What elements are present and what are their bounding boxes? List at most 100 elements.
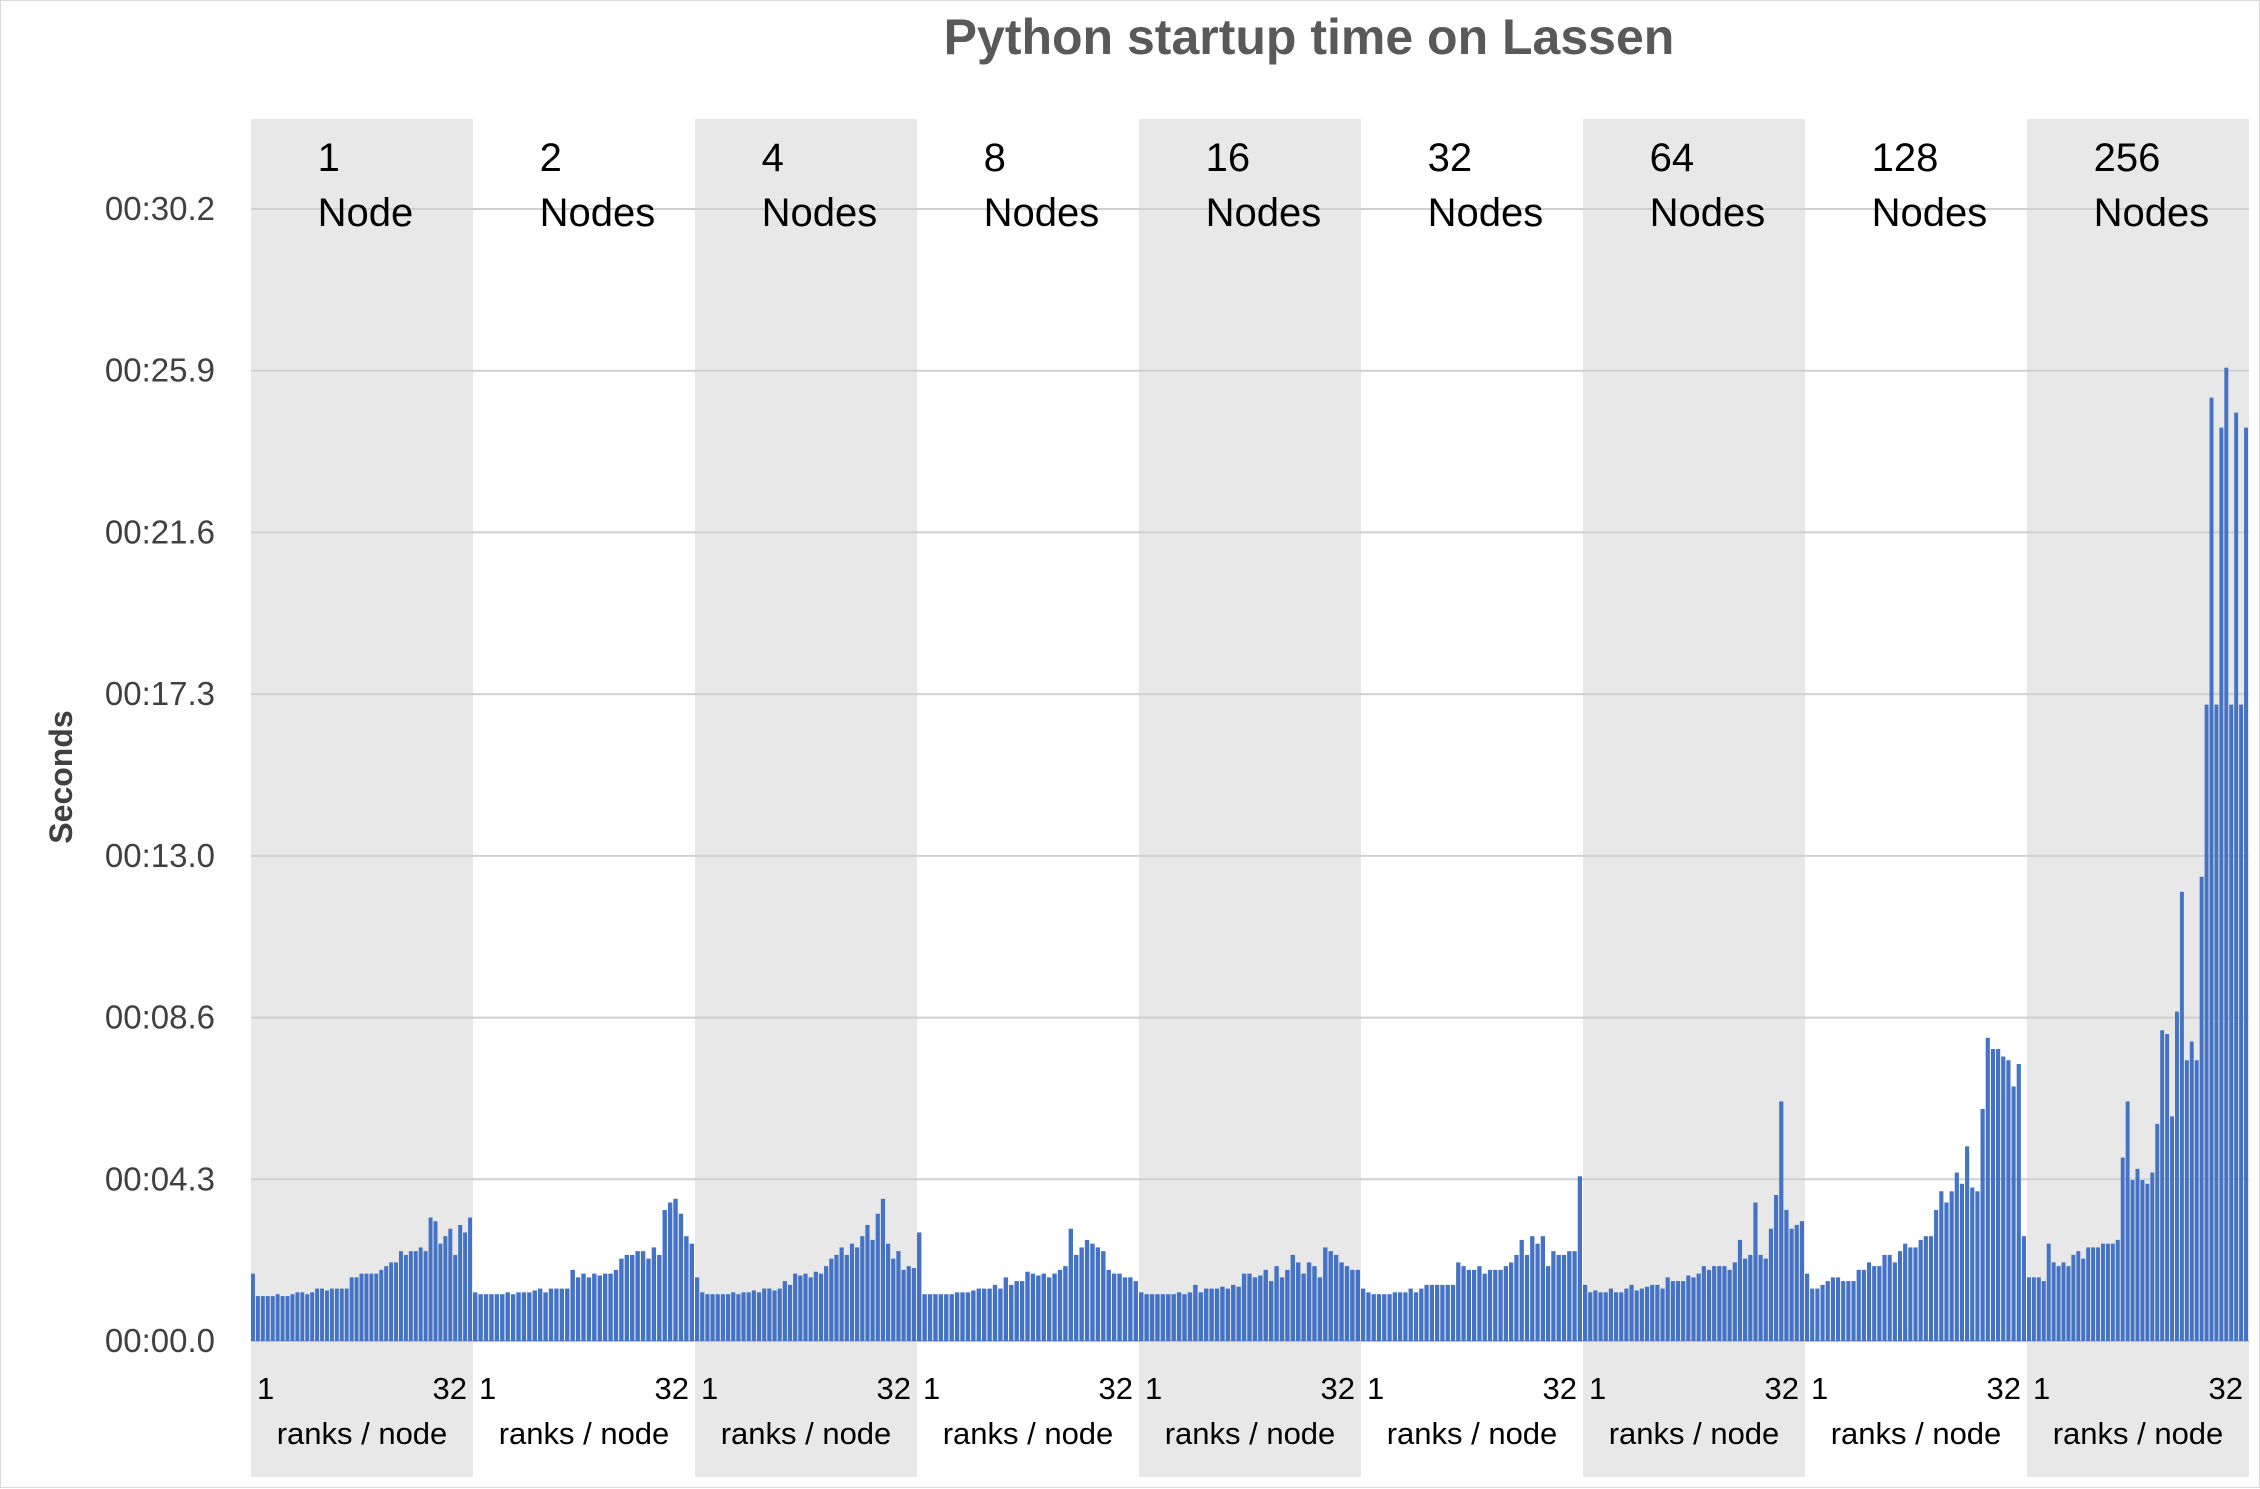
bar	[1424, 1284, 1429, 1341]
y-tick-label: 00:04.3	[105, 1160, 215, 1197]
bar	[1535, 1243, 1540, 1341]
bar	[849, 1243, 855, 1341]
bar	[1176, 1292, 1182, 1341]
ranks-per-node-label: ranks / node	[1831, 1416, 2002, 1451]
bar	[756, 1292, 762, 1341]
bar	[1514, 1254, 1519, 1341]
bar	[1939, 1191, 1944, 1341]
bar	[657, 1254, 662, 1341]
bar	[891, 1258, 896, 1341]
bar	[1182, 1294, 1187, 1341]
bar	[433, 1221, 438, 1341]
bar	[886, 1243, 891, 1341]
bar	[1079, 1247, 1084, 1341]
bar	[1903, 1243, 1908, 1341]
bar	[1892, 1262, 1897, 1341]
bar	[1155, 1294, 1160, 1341]
y-axis-label: Seconds	[43, 710, 79, 843]
bar	[1487, 1269, 1493, 1341]
bar	[1290, 1254, 1296, 1341]
bar	[2056, 1266, 2061, 1341]
bar	[725, 1294, 731, 1341]
bar	[1572, 1251, 1577, 1341]
rank-end-label: 32	[433, 1371, 467, 1406]
rank-start-label: 1	[257, 1371, 274, 1406]
bar	[548, 1288, 554, 1341]
bar	[880, 1198, 886, 1341]
bar	[619, 1258, 624, 1341]
rank-end-label: 32	[655, 1371, 689, 1406]
bar	[705, 1294, 710, 1341]
bar	[1805, 1273, 1810, 1341]
bar	[2189, 1041, 2194, 1341]
bar	[1236, 1286, 1241, 1341]
bar	[1970, 1187, 1975, 1341]
bar	[1923, 1236, 1928, 1341]
bar	[1285, 1269, 1290, 1341]
group-shade-band	[1583, 119, 1805, 1477]
bar	[992, 1284, 998, 1341]
bar	[478, 1294, 483, 1341]
bar	[1122, 1277, 1128, 1341]
bar	[1030, 1273, 1036, 1341]
group-labels: 1 Node 2 Nodes 4 Nodes 8 Nodes 16 Nodes 32 Nodes 64 N…	[318, 136, 2210, 235]
bar	[1851, 1281, 1856, 1341]
bar	[662, 1209, 667, 1341]
group-node-count: 64	[1650, 136, 1695, 180]
bar	[1613, 1292, 1619, 1341]
bar	[2125, 1101, 2130, 1341]
bar	[1524, 1254, 1530, 1341]
bar	[1825, 1281, 1830, 1341]
bar	[1317, 1277, 1323, 1341]
bar	[1634, 1290, 1639, 1341]
bar	[793, 1273, 798, 1341]
bar	[554, 1288, 559, 1341]
bar	[998, 1288, 1003, 1341]
bar	[767, 1288, 772, 1341]
bar	[2224, 367, 2229, 1341]
bar	[1789, 1228, 1794, 1341]
bar	[565, 1288, 570, 1341]
y-axis-ticks: 00:00.0 00:04.3 00:08.6 00:13.0 00:17.3 00:21…	[105, 190, 215, 1359]
bar	[494, 1294, 500, 1341]
bar	[782, 1281, 787, 1341]
bar	[1882, 1254, 1887, 1341]
y-tick-label: 00:25.9	[105, 352, 215, 389]
bar	[1382, 1294, 1387, 1341]
bar	[1435, 1284, 1440, 1341]
bar	[1996, 1049, 2001, 1341]
bar	[1670, 1281, 1675, 1341]
group-shade-band	[695, 119, 917, 1477]
bar	[938, 1294, 944, 1341]
bar	[2155, 1123, 2160, 1341]
bar	[559, 1288, 565, 1341]
bar	[2071, 1254, 2076, 1341]
bar	[1193, 1284, 1198, 1341]
y-tick-label: 00:17.3	[105, 675, 215, 712]
bar	[640, 1251, 646, 1341]
bar	[1413, 1292, 1419, 1341]
bar	[285, 1296, 290, 1341]
bar	[1296, 1262, 1301, 1341]
bar	[1887, 1254, 1892, 1341]
bar	[1794, 1224, 1799, 1341]
bar	[971, 1290, 976, 1341]
bar	[667, 1202, 673, 1341]
bar	[635, 1251, 640, 1341]
bar	[389, 1262, 394, 1341]
bar	[364, 1273, 369, 1341]
bar	[1128, 1277, 1133, 1341]
bar	[944, 1294, 949, 1341]
bar	[1768, 1228, 1774, 1341]
bar	[505, 1292, 510, 1341]
bar	[489, 1294, 494, 1341]
bar	[483, 1294, 489, 1341]
bar	[1717, 1266, 1722, 1341]
bar	[2244, 427, 2248, 1341]
bar	[860, 1236, 865, 1341]
bar	[2110, 1243, 2115, 1341]
bar	[1629, 1284, 1634, 1341]
bar	[1241, 1273, 1247, 1341]
group-node-count: 1	[318, 136, 340, 180]
